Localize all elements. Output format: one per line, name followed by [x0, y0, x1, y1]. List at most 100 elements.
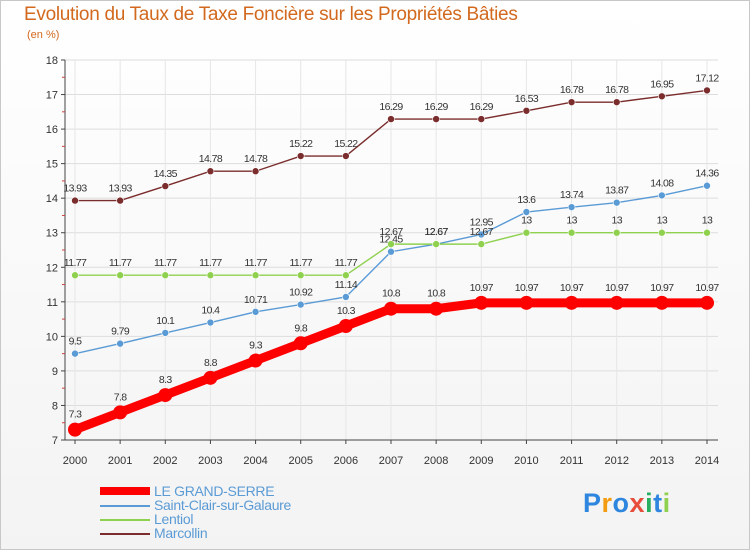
data-point — [384, 301, 398, 316]
y-tick-label: 17 — [46, 90, 58, 102]
data-label: 14.08 — [650, 177, 674, 189]
data-label: 9.8 — [294, 322, 308, 334]
data-point — [564, 295, 579, 310]
data-label: 13 — [611, 215, 622, 227]
data-label: 7.3 — [69, 409, 83, 421]
data-label: 10.92 — [289, 287, 313, 299]
data-label: 16.29 — [425, 101, 449, 113]
data-label: 16.78 — [605, 84, 629, 96]
data-label: 13 — [521, 215, 532, 227]
data-label: 12.67 — [425, 226, 449, 238]
data-point — [206, 271, 215, 280]
data-point — [654, 295, 669, 310]
data-label: 10.8 — [382, 288, 401, 300]
data-label: 12.45 — [379, 234, 403, 246]
y-tick-label: 14 — [46, 193, 58, 205]
data-label: 11.14 — [335, 279, 358, 291]
legend-swatch — [100, 487, 150, 495]
data-point — [429, 301, 444, 316]
data-label: 17.12 — [695, 72, 719, 84]
x-tick-label: 2002 — [153, 455, 177, 467]
data-point — [658, 191, 666, 200]
y-tick-label: 16 — [46, 124, 58, 136]
data-label: 16.29 — [379, 101, 403, 113]
x-tick-label: 2004 — [243, 455, 267, 467]
y-tick-label: 10 — [46, 331, 58, 343]
data-label: 16.53 — [515, 93, 539, 105]
series-le-grand-serre: 7.3 7.8 8.3 8.8 9.3 9.8 10.3 10.8 10.8 10.97 10.97… — [68, 282, 720, 437]
data-point — [71, 196, 79, 205]
data-point — [703, 86, 711, 95]
data-point — [113, 405, 128, 420]
data-point — [387, 240, 395, 248]
series-lentiol: 11.77 11.77 11.77 11.77 11.77 11.77 11.77 12.67… — [64, 215, 714, 280]
data-point — [477, 230, 486, 239]
data-point — [296, 271, 305, 280]
data-label: 9.3 — [249, 340, 263, 352]
data-point — [432, 115, 440, 123]
x-tick-label: 2005 — [288, 455, 312, 467]
logo-letter: r — [601, 488, 613, 518]
data-label: 11.77 — [199, 257, 222, 269]
x-tick-label: 2008 — [424, 455, 448, 467]
logo-letter: i — [645, 488, 654, 518]
data-point — [477, 115, 486, 123]
data-point — [116, 339, 124, 348]
legend-swatch — [100, 519, 150, 521]
data-point — [658, 92, 666, 101]
x-tick-label: 2010 — [514, 455, 538, 467]
data-label: 10.4 — [201, 305, 220, 317]
data-label: 11.77 — [64, 257, 87, 269]
data-point — [703, 228, 711, 237]
legend-label: Lentiol — [154, 511, 194, 527]
x-tick-label: 2000 — [63, 455, 87, 467]
data-label: 12.67 — [379, 226, 403, 238]
chart-title: Evolution du Taux de Taxe Foncière sur l… — [24, 4, 518, 25]
logo-letter: i — [662, 488, 671, 518]
data-label: 11.77 — [244, 257, 267, 269]
data-label: 10.8 — [427, 288, 446, 300]
y-tick-label: 13 — [46, 228, 58, 240]
legend-label: Saint-Clair-sur-Galaure — [154, 497, 292, 513]
data-point — [522, 208, 531, 216]
series-saint-clair-sur-galaure: 9.59.7910.110.410.7110.9211.1412.4512.67… — [69, 168, 720, 358]
data-point — [612, 98, 621, 106]
data-point — [519, 295, 534, 310]
data-point — [251, 308, 260, 316]
data-point — [522, 106, 531, 115]
data-label: 11.77 — [289, 257, 312, 269]
data-label: 11.77 — [154, 257, 177, 269]
data-point — [342, 271, 350, 280]
data-label: 10.3 — [337, 305, 356, 317]
x-tick-label: 2014 — [695, 455, 719, 467]
y-tick-label: 11 — [47, 297, 58, 309]
data-point — [567, 228, 576, 237]
data-point — [161, 329, 170, 337]
data-point — [293, 336, 308, 351]
data-label: 13 — [657, 215, 668, 227]
data-label: 14.36 — [695, 168, 719, 180]
data-label: 9.79 — [111, 326, 130, 338]
data-point — [248, 353, 263, 368]
unit-label: (en %) — [27, 29, 60, 41]
data-label: 12.67 — [425, 226, 449, 238]
legend-label: LE GRAND-SERRE — [154, 483, 275, 499]
data-point — [658, 228, 666, 237]
data-label: 13 — [566, 215, 577, 227]
legend-swatch — [100, 505, 150, 507]
data-label: 8.8 — [204, 357, 218, 369]
legend-swatch — [100, 533, 150, 535]
y-tick-label: 18 — [46, 55, 58, 67]
data-label: 11.77 — [109, 257, 132, 269]
data-label: 16.29 — [470, 101, 494, 113]
data-point — [158, 388, 173, 403]
logo-letter: x — [629, 488, 646, 518]
data-point — [68, 422, 82, 437]
legend-label: Marcollin — [154, 525, 208, 541]
y-tick-label: 8 — [52, 400, 58, 412]
data-label: 13.87 — [605, 185, 629, 197]
data-label: 10.97 — [515, 282, 539, 294]
data-point — [387, 115, 395, 123]
data-point — [71, 349, 79, 358]
data-point — [161, 271, 170, 280]
